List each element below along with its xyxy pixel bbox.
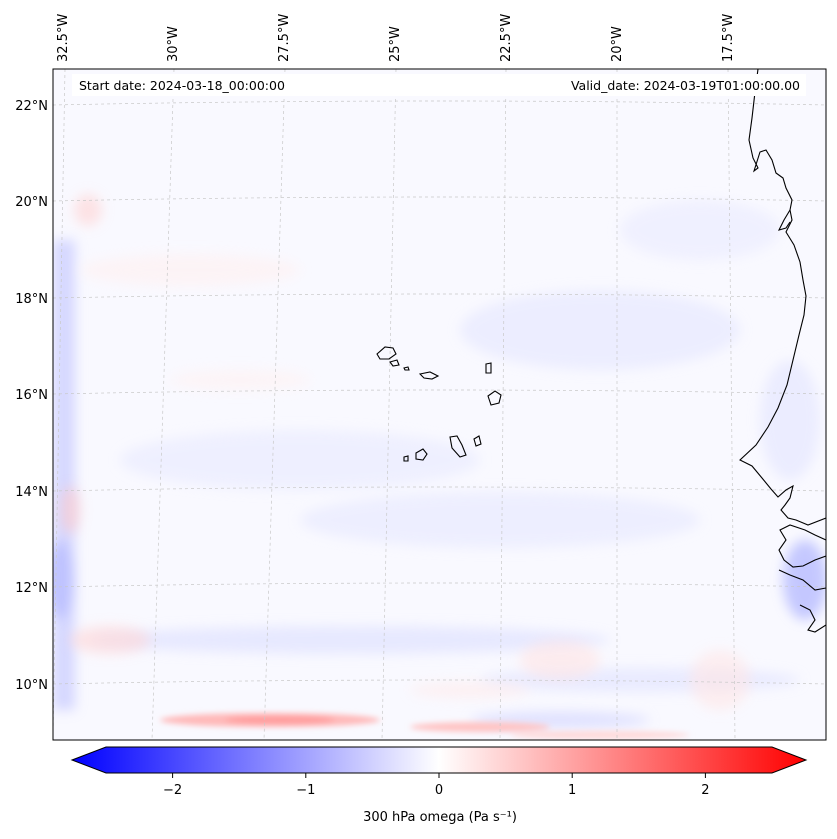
- colorbar-tick-label: −2: [163, 783, 182, 798]
- lon-tick-label: 25°W: [388, 26, 403, 62]
- omega-field: [53, 194, 826, 739]
- island-fogo: [415, 448, 428, 461]
- island-santiago: [449, 435, 467, 458]
- lat-tick-label: 12°N: [15, 581, 48, 596]
- island-maio: [473, 435, 482, 447]
- lat-tick-label: 20°N: [15, 195, 48, 210]
- island-sao-nicolau: [418, 371, 440, 380]
- colorbar-tick-label: 2: [701, 783, 709, 798]
- lon-tick-label: 22.5°W: [499, 14, 514, 62]
- valid-date-label: Valid_date: 2024-03-19T01:00:00.00: [571, 78, 800, 93]
- lat-tick-label: 16°N: [15, 388, 48, 403]
- africa-coastline: [739, 69, 826, 526]
- island-santo-antao: [376, 346, 397, 360]
- colorbar-ticks: −2 −1 0 1 2: [163, 773, 710, 798]
- graticule: [53, 69, 826, 740]
- island-santa-luzia: [403, 366, 410, 371]
- island-sao-vicente: [389, 359, 400, 367]
- map-panel: Start date: 2024-03-18_00:00:00 Valid_da…: [52, 68, 827, 741]
- cabo-verde-islands: [376, 346, 502, 462]
- coastlines: [739, 69, 826, 633]
- colorbar-tick-label: 0: [435, 783, 443, 798]
- lon-tick-label: 30°W: [166, 26, 181, 62]
- colorbar: −2 −1 0 1 2 300 hPa omega (Pa s⁻¹): [70, 746, 808, 825]
- map-frame: [52, 68, 827, 741]
- lat-tick-label: 22°N: [15, 99, 48, 114]
- island-boa-vista: [487, 390, 502, 406]
- island-sal: [485, 362, 492, 374]
- colorbar-tick-label: −1: [296, 783, 315, 798]
- lat-tick-label: 18°N: [15, 292, 48, 307]
- colorbar-label: 300 hPa omega (Pa s⁻¹): [363, 810, 517, 825]
- lon-tick-label: 17.5°W: [721, 14, 736, 62]
- island-brava: [403, 455, 409, 462]
- longitude-labels: 32.5°W 30°W 27.5°W 25°W 22.5°W 20°W 17.5…: [56, 14, 736, 62]
- latitude-labels: 22°N 20°N 18°N 16°N 14°N 12°N 10°N: [15, 99, 48, 693]
- colorbar-body: [70, 746, 808, 774]
- lat-tick-label: 14°N: [15, 485, 48, 500]
- lon-tick-label: 20°W: [610, 26, 625, 62]
- lon-tick-label: 27.5°W: [277, 14, 292, 62]
- start-date-label: Start date: 2024-03-18_00:00:00: [79, 78, 285, 93]
- lon-tick-label: 32.5°W: [56, 14, 71, 62]
- lat-tick-label: 10°N: [15, 678, 48, 693]
- date-header-box: [72, 74, 806, 96]
- colorbar-tick-label: 1: [568, 783, 576, 798]
